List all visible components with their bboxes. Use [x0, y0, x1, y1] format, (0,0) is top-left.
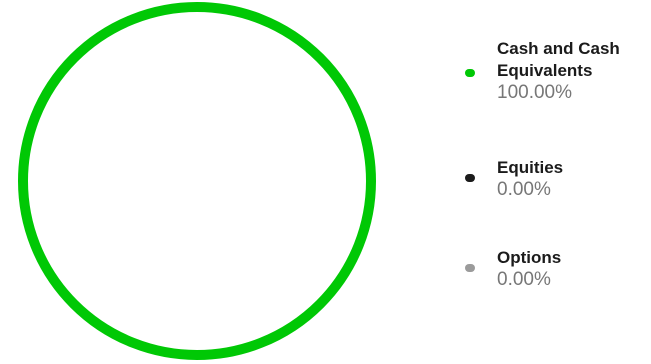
donut-slice-1 [18, 2, 376, 360]
legend-dot-options [465, 264, 475, 272]
legend-value-cash: 100.00% [497, 82, 573, 103]
donut-chart [18, 2, 376, 360]
legend-label-cash: Cash and Cash Equivalents [497, 39, 620, 80]
legend-value-equities: 0.00% [497, 179, 551, 200]
legend-dot-cash [465, 69, 475, 77]
legend-dot-equities [465, 174, 475, 182]
legend-value-options: 0.00% [497, 269, 551, 290]
legend-label-equities: Equities [497, 158, 564, 177]
legend-label-options: Options [497, 248, 562, 267]
